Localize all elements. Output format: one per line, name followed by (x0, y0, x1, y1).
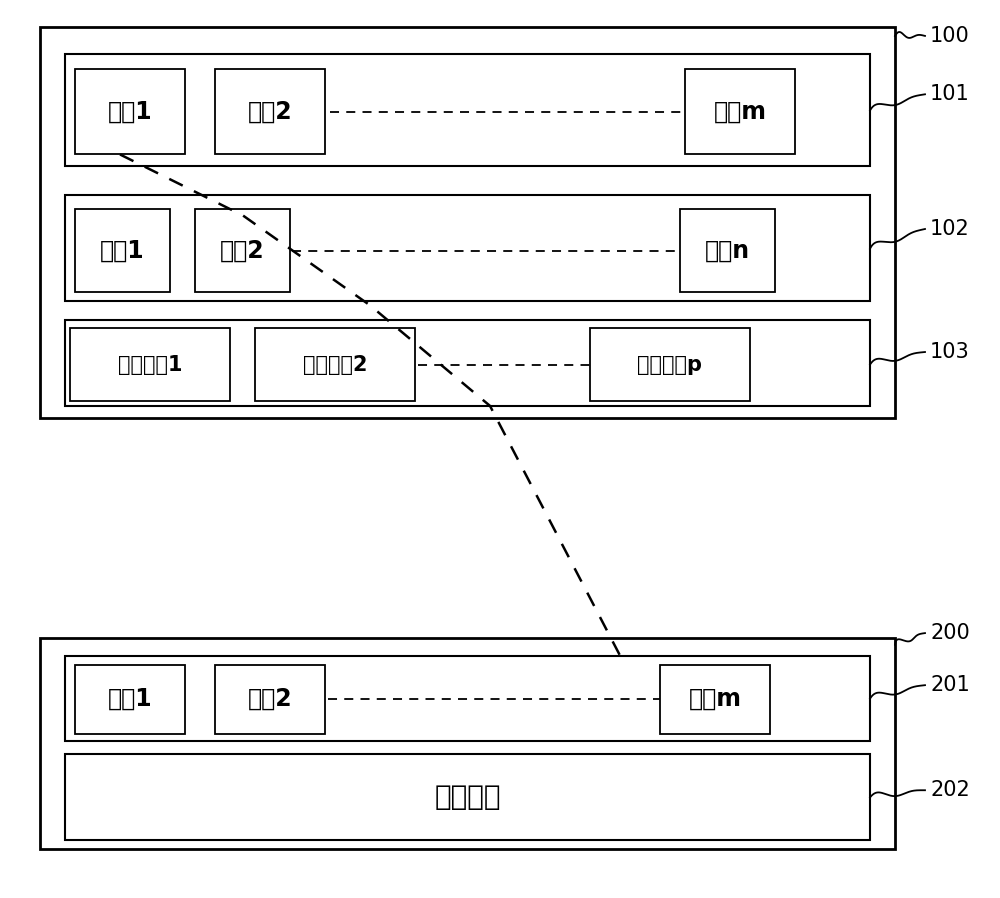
Text: 密鑶1: 密鑶1 (108, 687, 152, 711)
Bar (75, 69, 185, 154)
Text: 101: 101 (930, 84, 970, 104)
Bar (75, 209, 170, 292)
Bar (660, 665, 770, 734)
Bar (680, 209, 775, 292)
Text: 密鑶m: 密鑶m (689, 687, 742, 711)
Text: 运算模块: 运算模块 (434, 783, 501, 811)
Bar (65, 656, 870, 741)
Bar (215, 665, 325, 734)
Bar (65, 320, 870, 406)
Text: 任务2: 任务2 (220, 239, 265, 262)
Bar (65, 195, 870, 301)
Bar (65, 754, 870, 840)
Text: 通讯频道2: 通讯频道2 (303, 355, 367, 374)
Text: 通讯频道1: 通讯频道1 (118, 355, 182, 374)
Text: 201: 201 (930, 675, 970, 695)
Text: 任务n: 任务n (705, 239, 750, 262)
Bar (75, 665, 185, 734)
Bar (195, 209, 290, 292)
Bar (685, 69, 795, 154)
Bar (70, 328, 230, 401)
Text: 202: 202 (930, 780, 970, 800)
Bar (40, 638, 895, 849)
Bar (65, 54, 870, 166)
Text: 通讯频道p: 通讯频道p (637, 355, 702, 374)
Text: 密鑶1: 密鑶1 (108, 100, 152, 124)
Bar (40, 27, 895, 418)
Text: 103: 103 (930, 342, 970, 362)
Text: 102: 102 (930, 219, 970, 239)
Text: 密鑶2: 密鑶2 (248, 100, 292, 124)
Bar (255, 328, 415, 401)
Text: 密鑶m: 密鑶m (714, 100, 767, 124)
Text: 密鑶2: 密鑶2 (248, 687, 292, 711)
Bar (590, 328, 750, 401)
Bar (215, 69, 325, 154)
Text: 100: 100 (930, 26, 970, 46)
Text: 200: 200 (930, 623, 970, 643)
Text: 任务1: 任务1 (100, 239, 145, 262)
